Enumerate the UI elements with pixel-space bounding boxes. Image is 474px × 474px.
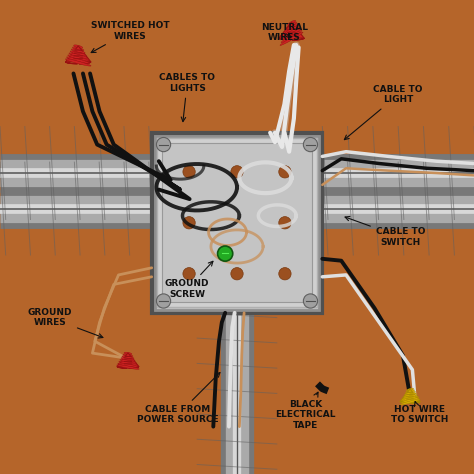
Polygon shape — [117, 353, 139, 368]
Ellipse shape — [68, 55, 89, 61]
Text: GROUND
SCREW: GROUND SCREW — [165, 261, 213, 299]
Ellipse shape — [119, 361, 137, 365]
Ellipse shape — [118, 363, 138, 367]
Circle shape — [231, 268, 243, 280]
Ellipse shape — [282, 29, 301, 40]
Bar — [152, 133, 322, 313]
Ellipse shape — [121, 358, 135, 361]
Bar — [155, 136, 319, 310]
Ellipse shape — [71, 49, 85, 53]
Ellipse shape — [124, 352, 132, 355]
Circle shape — [279, 268, 291, 280]
Circle shape — [303, 294, 318, 308]
Circle shape — [156, 294, 171, 308]
Ellipse shape — [117, 365, 139, 369]
Ellipse shape — [69, 53, 88, 58]
Bar — [157, 138, 317, 307]
Ellipse shape — [403, 394, 417, 399]
Polygon shape — [65, 46, 91, 64]
Ellipse shape — [406, 390, 414, 393]
Ellipse shape — [284, 26, 299, 34]
Ellipse shape — [401, 398, 419, 403]
Ellipse shape — [287, 20, 296, 26]
Text: CABLE FROM
POWER SOURCE: CABLE FROM POWER SOURCE — [137, 373, 220, 424]
Circle shape — [279, 165, 291, 178]
Circle shape — [279, 217, 291, 229]
Text: GROUND
WIRES: GROUND WIRES — [27, 308, 103, 338]
Ellipse shape — [402, 396, 418, 401]
Ellipse shape — [65, 59, 91, 66]
Ellipse shape — [66, 57, 90, 64]
Polygon shape — [400, 389, 420, 403]
Ellipse shape — [281, 30, 302, 43]
Text: CABLES TO
LIGHTS: CABLES TO LIGHTS — [159, 73, 215, 122]
Ellipse shape — [405, 392, 415, 395]
Circle shape — [183, 268, 195, 280]
Text: NEUTRAL
WIRES: NEUTRAL WIRES — [261, 23, 308, 42]
Polygon shape — [279, 22, 304, 40]
Ellipse shape — [286, 22, 297, 28]
Ellipse shape — [280, 32, 303, 46]
Ellipse shape — [70, 51, 86, 56]
Text: BLACK
ELECTRICAL
TAPE: BLACK ELECTRICAL TAPE — [275, 392, 336, 429]
Ellipse shape — [74, 45, 82, 48]
Ellipse shape — [404, 393, 416, 397]
Ellipse shape — [73, 47, 84, 51]
Text: CABLE TO
LIGHT: CABLE TO LIGHT — [345, 85, 423, 140]
Ellipse shape — [407, 388, 413, 391]
Text: HOT WIRE
TO SWITCH: HOT WIRE TO SWITCH — [391, 401, 448, 424]
Ellipse shape — [122, 356, 134, 359]
Circle shape — [183, 217, 195, 229]
Ellipse shape — [120, 359, 136, 363]
Circle shape — [303, 137, 318, 152]
Ellipse shape — [123, 354, 133, 357]
Circle shape — [156, 137, 171, 152]
Text: CABLE TO
SWITCH: CABLE TO SWITCH — [345, 217, 425, 246]
Ellipse shape — [400, 399, 420, 405]
Circle shape — [183, 165, 195, 178]
Circle shape — [231, 165, 243, 178]
Circle shape — [218, 246, 233, 261]
Bar — [162, 143, 312, 302]
Ellipse shape — [285, 24, 298, 31]
Text: SWITCHED HOT
WIRES: SWITCHED HOT WIRES — [91, 21, 170, 53]
Ellipse shape — [283, 27, 300, 37]
